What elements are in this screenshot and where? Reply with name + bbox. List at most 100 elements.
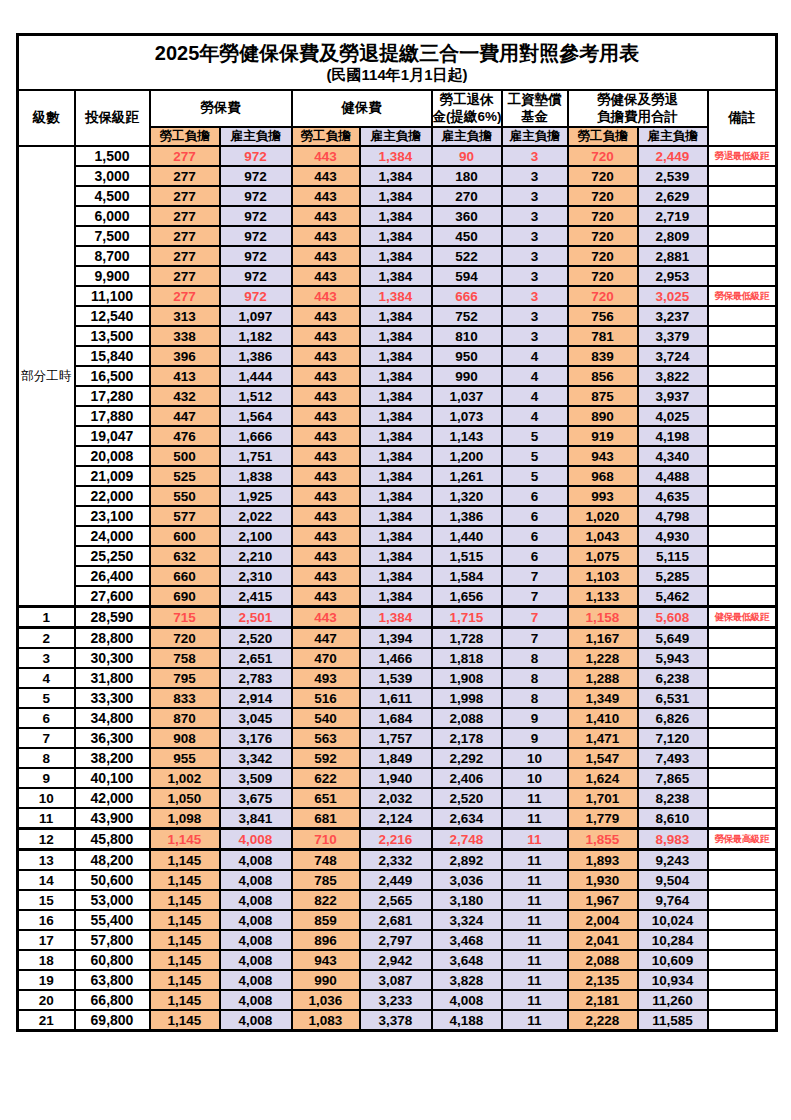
wage-fund-employer-cell: 11	[502, 870, 568, 890]
pension-employer-cell: 1,998	[432, 688, 502, 708]
total-employee-cell: 1,349	[568, 688, 638, 708]
labor-employee-cell: 277	[150, 186, 220, 206]
remark-cell	[708, 206, 777, 226]
total-employee-cell: 1,930	[568, 870, 638, 890]
total-employee-cell: 2,135	[568, 970, 638, 990]
labor-employee-cell: 632	[150, 546, 220, 566]
total-employer-cell: 5,943	[638, 648, 708, 668]
total-employee-cell: 720	[568, 286, 638, 306]
total-employer-cell: 5,285	[638, 566, 708, 586]
table-row: 1963,8001,1454,0089903,0873,828112,13510…	[18, 970, 777, 990]
bracket-cell: 45,800	[75, 829, 150, 850]
total-employer-cell: 5,115	[638, 546, 708, 566]
remark-cell	[708, 688, 777, 708]
labor-employer-cell: 1,444	[220, 366, 292, 386]
health-employer-cell: 1,384	[360, 346, 432, 366]
labor-employer-cell: 4,008	[220, 990, 292, 1010]
health-employer-cell: 1,394	[360, 628, 432, 649]
total-employer-cell: 2,809	[638, 226, 708, 246]
level-cell: 7	[18, 728, 75, 748]
labor-employee-cell: 500	[150, 446, 220, 466]
labor-employer-cell: 972	[220, 206, 292, 226]
total-employer-cell: 7,120	[638, 728, 708, 748]
labor-employee-cell: 1,145	[150, 930, 220, 950]
labor-employee-cell: 476	[150, 426, 220, 446]
labor-employer-cell: 972	[220, 186, 292, 206]
remark-cell	[708, 546, 777, 566]
wage-fund-employer-cell: 4	[502, 346, 568, 366]
health-employer-cell: 1,384	[360, 206, 432, 226]
total-employee-cell: 1,103	[568, 566, 638, 586]
title-row: 2025年勞健保保費及勞退提繳三合一費用對照參考用表 (民國114年1月1日起)	[18, 35, 777, 91]
health-employee-cell: 443	[292, 226, 360, 246]
health-employee-cell: 443	[292, 486, 360, 506]
total-employee-cell: 839	[568, 346, 638, 366]
remark-cell	[708, 808, 777, 829]
total-employee-cell: 781	[568, 326, 638, 346]
health-employer-cell: 1,384	[360, 446, 432, 466]
labor-employee-cell: 1,145	[150, 910, 220, 930]
pension-employer-cell: 450	[432, 226, 502, 246]
bracket-cell: 50,600	[75, 870, 150, 890]
pension-employer-cell: 360	[432, 206, 502, 226]
labor-employee-cell: 1,002	[150, 768, 220, 788]
labor-employer-cell: 4,008	[220, 890, 292, 910]
labor-employee-cell: 338	[150, 326, 220, 346]
remark-cell	[708, 586, 777, 607]
table-row: 330,3007582,6514701,4661,81881,2285,943	[18, 648, 777, 668]
labor-employer-cell: 3,342	[220, 748, 292, 768]
remark-cell	[708, 628, 777, 649]
pension-employer-cell: 1,037	[432, 386, 502, 406]
remark-cell	[708, 166, 777, 186]
health-employee-cell: 443	[292, 266, 360, 286]
remark-cell	[708, 950, 777, 970]
wage-fund-employer-cell: 7	[502, 586, 568, 607]
labor-employee-cell: 1,145	[150, 1010, 220, 1031]
level-cell: 15	[18, 890, 75, 910]
pension-employer-cell: 2,406	[432, 768, 502, 788]
wage-fund-employer-cell: 4	[502, 366, 568, 386]
level-cell: 3	[18, 648, 75, 668]
table-row: 部分工時1,5002779724431,3849037202,449勞退最低級距	[18, 146, 777, 166]
total-employer-cell: 7,493	[638, 748, 708, 768]
pension-employer-cell: 180	[432, 166, 502, 186]
bracket-cell: 17,880	[75, 406, 150, 426]
health-employee-cell: 443	[292, 546, 360, 566]
wage-fund-employer-cell: 8	[502, 648, 568, 668]
bracket-cell: 28,800	[75, 628, 150, 649]
labor-employee-cell: 413	[150, 366, 220, 386]
health-employer-cell: 1,757	[360, 728, 432, 748]
level-cell: 4	[18, 668, 75, 688]
subheader-total-employer: 雇主負擔	[638, 127, 708, 146]
table-row: 17,2804321,5124431,3841,03748753,937	[18, 386, 777, 406]
health-employee-cell: 443	[292, 186, 360, 206]
total-employee-cell: 1,158	[568, 607, 638, 628]
bracket-cell: 16,500	[75, 366, 150, 386]
table-row: 12,5403131,0974431,38475237563,237	[18, 306, 777, 326]
total-employee-cell: 1,020	[568, 506, 638, 526]
total-employee-cell: 1,410	[568, 708, 638, 728]
wage-fund-employer-cell: 3	[502, 246, 568, 266]
labor-employer-cell: 4,008	[220, 910, 292, 930]
bracket-cell: 3,000	[75, 166, 150, 186]
level-cell: 6	[18, 708, 75, 728]
total-employee-cell: 856	[568, 366, 638, 386]
health-employee-cell: 859	[292, 910, 360, 930]
total-employee-cell: 720	[568, 226, 638, 246]
health-employer-cell: 1,684	[360, 708, 432, 728]
level-cell: 2	[18, 628, 75, 649]
remark-cell	[708, 870, 777, 890]
bracket-cell: 28,590	[75, 607, 150, 628]
health-employer-cell: 2,216	[360, 829, 432, 850]
bracket-cell: 21,009	[75, 466, 150, 486]
pension-employer-cell: 2,892	[432, 850, 502, 871]
labor-employer-cell: 4,008	[220, 950, 292, 970]
bracket-cell: 26,400	[75, 566, 150, 586]
total-employer-cell: 4,930	[638, 526, 708, 546]
bracket-cell: 53,000	[75, 890, 150, 910]
table-row: 16,5004131,4444431,38499048563,822	[18, 366, 777, 386]
health-employee-cell: 443	[292, 306, 360, 326]
labor-employer-cell: 1,386	[220, 346, 292, 366]
wage-fund-employer-cell: 7	[502, 607, 568, 628]
level-cell: 1	[18, 607, 75, 628]
